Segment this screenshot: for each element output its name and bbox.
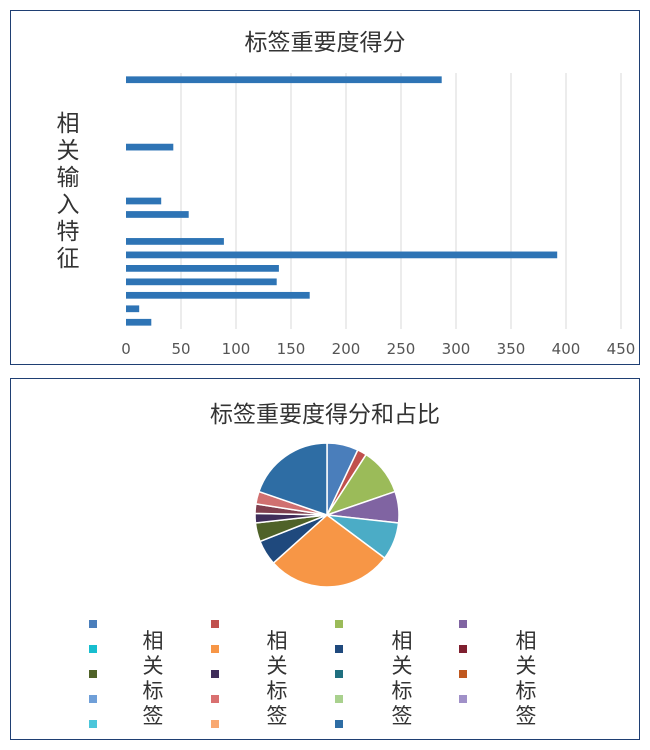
legend-label-char: 标	[266, 679, 288, 703]
legend-marker	[211, 645, 219, 653]
bar-chart-panel: 标签重要度得分 相关输入特征 0 50 100 150 200 250 300 350 400 4…	[10, 10, 640, 365]
legend-marker	[459, 695, 467, 703]
legend-label-char: 关	[391, 654, 413, 678]
bar	[126, 291, 310, 299]
bar-y-axis-label-char: 输	[56, 165, 80, 191]
legend-label: 相关标签	[514, 629, 538, 729]
x-tick-label: 50	[171, 340, 190, 358]
legend-label-char: 签	[391, 704, 413, 728]
legend-marker	[459, 645, 467, 653]
bar-chart-plot: 0 50 100 150 200 250 300 350 400 450	[121, 73, 636, 358]
legend-marker	[89, 670, 97, 678]
bar	[126, 305, 140, 313]
x-tick-label: 250	[387, 340, 416, 358]
legend-label-char: 相	[391, 629, 413, 653]
pie-chart-plot	[89, 442, 467, 728]
pie-slice	[257, 442, 328, 517]
bar	[126, 251, 558, 259]
legend-label-char: 标	[142, 679, 164, 703]
legend-label-char: 签	[515, 704, 537, 728]
bar	[126, 278, 277, 286]
legend-label-char: 签	[266, 704, 288, 728]
x-tick-label: 450	[607, 340, 636, 358]
legend-label: 相关标签	[141, 629, 165, 729]
bar	[126, 318, 152, 326]
bar-chart-title: 标签重要度得分	[244, 30, 406, 56]
bar	[126, 211, 189, 218]
legend-label-char: 相	[515, 629, 537, 653]
legend-marker	[211, 620, 219, 628]
legend-marker	[335, 670, 343, 678]
x-tick-label: 350	[497, 340, 526, 358]
legend-label-char: 关	[266, 654, 288, 678]
legend-marker	[211, 670, 219, 678]
legend-marker	[459, 670, 467, 678]
bar-y-axis-label: 相关输入特征	[55, 111, 81, 273]
legend-label-char: 关	[142, 654, 164, 678]
legend-label-char: 签	[142, 704, 164, 728]
legend-label-char: 相	[266, 629, 288, 653]
legend-marker	[211, 720, 219, 728]
legend-marker	[335, 620, 343, 628]
x-tick-label: 400	[552, 340, 581, 358]
legend-marker	[89, 645, 97, 653]
legend-label-char: 关	[515, 654, 537, 678]
pie-slice	[272, 514, 386, 588]
bar	[126, 76, 442, 84]
legend-marker	[335, 720, 343, 728]
legend-marker	[459, 620, 467, 628]
legend-marker	[211, 695, 219, 703]
legend-marker	[89, 695, 97, 703]
legend-label-char: 标	[515, 679, 537, 703]
legend-marker	[89, 620, 97, 628]
bar-y-axis-label-char: 入	[56, 192, 80, 218]
pie-chart-panel: 标签重要度得分和占比 相关标签相关标签相关标签相关标签	[10, 378, 640, 740]
bar-y-axis-label-char: 关	[56, 138, 80, 164]
pie-chart-title: 标签重要度得分和占比	[210, 402, 440, 428]
legend-marker	[335, 645, 343, 653]
legend-label-char: 标	[391, 679, 413, 703]
x-tick-label: 0	[121, 340, 131, 358]
bar-y-axis-label-char: 相	[56, 111, 80, 137]
bar	[126, 265, 279, 272]
x-tick-label: 100	[222, 340, 251, 358]
legend-label: 相关标签	[265, 629, 289, 729]
bar-y-axis-label-char: 特	[56, 219, 80, 245]
legend-marker	[335, 695, 343, 703]
x-tick-label: 300	[442, 340, 471, 358]
x-tick-label: 150	[277, 340, 306, 358]
legend-label-char: 相	[142, 629, 164, 653]
bar	[126, 143, 174, 151]
x-tick-label: 200	[332, 340, 361, 358]
bar	[126, 238, 224, 245]
legend-label: 相关标签	[390, 629, 414, 729]
bar	[126, 197, 162, 205]
legend-marker	[89, 720, 97, 728]
bar-y-axis-label-char: 征	[56, 246, 80, 272]
